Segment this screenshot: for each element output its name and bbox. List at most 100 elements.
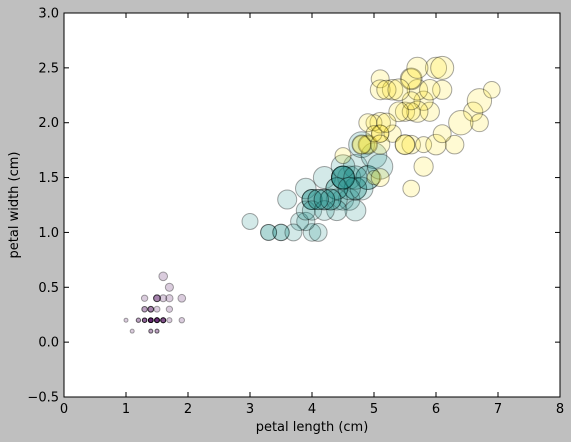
data-point-setosa: [158, 271, 169, 282]
data-point-virginica: [371, 124, 390, 143]
data-point-virginica: [358, 113, 378, 133]
data-point-virginica: [413, 156, 434, 177]
data-point-setosa: [154, 317, 160, 324]
data-point-versicolor: [337, 165, 362, 190]
data-point-virginica: [432, 124, 452, 144]
data-point-setosa: [153, 294, 161, 303]
data-point-setosa: [160, 317, 167, 324]
y-tick-label: 3.0: [38, 7, 59, 22]
data-point-virginica: [401, 102, 421, 122]
data-point-versicolor: [343, 165, 368, 190]
data-point-setosa: [160, 317, 167, 324]
x-tick-label: 7: [494, 402, 502, 417]
data-point-virginica: [401, 134, 421, 155]
data-point-versicolor: [325, 177, 349, 200]
data-point-virginica: [387, 78, 411, 102]
data-point-versicolor: [272, 223, 290, 242]
data-point-versicolor: [301, 188, 323, 211]
data-point-virginica: [444, 134, 465, 155]
data-point-setosa: [166, 317, 173, 324]
x-tick-label: 6: [432, 402, 440, 417]
data-point-versicolor: [331, 165, 355, 190]
data-point-virginica: [388, 101, 410, 123]
data-point-versicolor: [355, 165, 381, 191]
data-point-setosa: [154, 317, 160, 324]
data-point-virginica: [424, 56, 448, 79]
data-point-virginica: [351, 134, 372, 155]
data-point-virginica: [399, 67, 423, 91]
data-point-versicolor: [349, 176, 374, 201]
data-point-versicolor: [295, 200, 316, 221]
data-point-versicolor: [360, 142, 388, 169]
data-point-virginica: [430, 55, 455, 80]
data-point-versicolor: [301, 188, 323, 211]
y-tick-label: −0.5: [27, 391, 59, 406]
data-point-setosa: [153, 294, 161, 303]
data-point-virginica: [406, 79, 429, 101]
data-point-virginica: [394, 134, 416, 155]
data-point-setosa: [147, 317, 154, 324]
data-point-virginica: [469, 113, 489, 133]
data-point-virginica: [400, 68, 422, 90]
data-point-versicolor: [307, 188, 329, 211]
data-point-setosa: [160, 317, 167, 324]
data-point-setosa: [123, 317, 129, 323]
data-point-setosa: [147, 317, 154, 324]
data-point-virginica: [370, 69, 390, 89]
data-point-setosa: [135, 317, 142, 323]
data-point-virginica: [357, 134, 378, 155]
data-point-setosa: [129, 328, 135, 334]
y-tick-label: 1.0: [38, 226, 59, 241]
data-point-virginica: [482, 80, 501, 99]
data-point-versicolor: [331, 165, 355, 190]
data-point-setosa: [141, 317, 148, 323]
data-point-versicolor: [314, 200, 335, 221]
data-point-setosa: [165, 305, 174, 313]
y-axis-ticks: −0.5 0.0 0.5 1.0 1.5 2.0 2.5 3.0: [27, 7, 560, 406]
data-point-versicolor: [313, 188, 336, 211]
data-point-setosa: [178, 316, 186, 324]
data-point-versicolor: [302, 223, 322, 242]
data-point-virginica: [365, 114, 383, 132]
data-point-setosa: [147, 317, 154, 324]
data-point-virginica: [406, 100, 429, 123]
x-axis-label: petal length (cm): [256, 420, 369, 435]
data-point-virginica: [394, 101, 416, 122]
data-point-setosa: [141, 305, 148, 313]
data-point-versicolor: [342, 154, 368, 180]
data-point-versicolor: [319, 188, 342, 211]
data-point-setosa: [154, 317, 160, 324]
y-tick-label: 0.0: [38, 336, 59, 351]
x-tick-label: 3: [246, 402, 254, 417]
data-point-setosa: [147, 305, 155, 313]
data-point-virginica: [463, 101, 484, 122]
data-point-virginica: [352, 135, 372, 155]
data-point-virginica: [376, 79, 397, 100]
data-point-versicolor: [326, 199, 348, 222]
x-tick-label: 2: [184, 402, 192, 417]
data-point-versicolor: [296, 211, 316, 232]
data-point-setosa: [164, 282, 174, 292]
data-point-setosa: [153, 294, 161, 303]
data-point-virginica: [366, 170, 382, 186]
data-point-virginica: [381, 79, 404, 101]
data-point-versicolor: [295, 177, 317, 200]
data-point-versicolor: [367, 153, 394, 180]
data-point-versicolor: [319, 188, 342, 211]
data-point-versicolor: [260, 223, 278, 241]
data-point-setosa: [147, 317, 154, 324]
data-point-versicolor: [331, 165, 355, 190]
data-point-setosa: [153, 305, 161, 313]
x-tick-label: 4: [308, 402, 316, 417]
x-axis-ticks: 0 1 2 3 4 5 6 7 8: [60, 13, 564, 417]
data-point-setosa: [141, 305, 148, 313]
data-point-virginica: [369, 79, 391, 101]
data-point-versicolor: [343, 176, 368, 201]
data-point-setosa: [147, 305, 155, 313]
data-point-setosa: [154, 328, 160, 334]
data-point-virginica: [358, 135, 377, 154]
data-point-versicolor: [325, 177, 349, 200]
data-point-versicolor: [301, 188, 323, 211]
data-point-virginica: [401, 91, 421, 111]
